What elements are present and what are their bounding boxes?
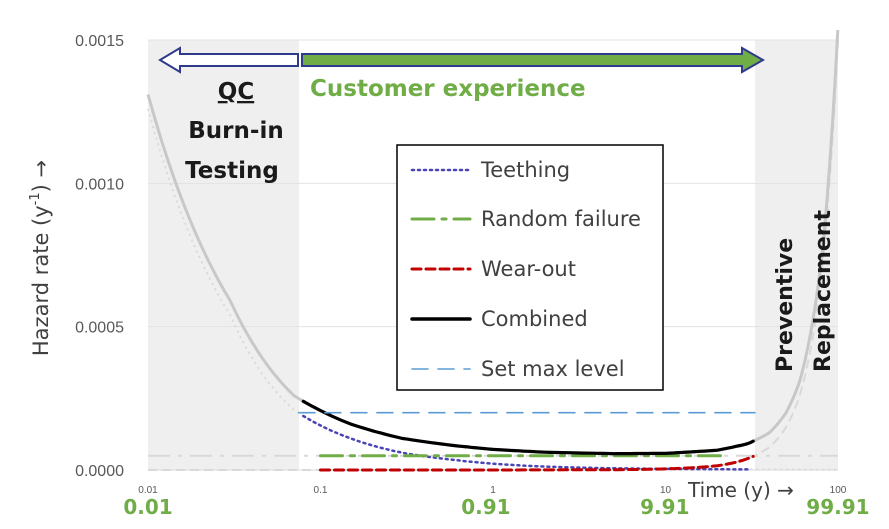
series-teething	[302, 414, 750, 471]
x-tick-label-3: 10	[660, 485, 672, 496]
x-tick-green-0: 0.01	[123, 495, 172, 519]
y-tick-label-3: 0.0015	[75, 33, 124, 50]
preventive-label: Preventive	[773, 238, 798, 372]
legend-label-teething: Teething	[480, 158, 570, 182]
qc-arrow	[158, 46, 299, 74]
y-tick-label-1: 0.0005	[75, 320, 124, 337]
legend: Teething Random failure Wear-out Combined Se…	[396, 144, 664, 391]
qc-label: QC	[218, 79, 254, 105]
y-tick-label-2: 0.0010	[75, 176, 124, 193]
x-tick-label-0: 0.01	[138, 485, 158, 496]
x-tick-label-4: 100	[830, 485, 847, 496]
x-axis-ticks-green: 0.01 0.91 9.91 99.91	[123, 495, 869, 519]
x-axis-ticks: 0.01 0.1 1 10 100	[138, 485, 847, 496]
x-axis-label: Time (y) →	[687, 478, 794, 502]
highlighted-series	[298, 399, 756, 472]
series-wear-out	[319, 454, 755, 472]
x-tick-label-1: 0.1	[314, 485, 328, 496]
x-tick-green-3: 99.91	[806, 495, 869, 519]
legend-label-combined: Combined	[481, 307, 588, 331]
series-combined	[301, 399, 755, 456]
y-tick-label-0: 0.0000	[75, 463, 124, 480]
y-axis-ticks: 0.0000 0.0005 0.0010 0.0015	[75, 33, 124, 480]
x-tick-green-2: 9.91	[640, 495, 689, 519]
customer-arrow	[301, 46, 766, 74]
legend-label-random-failure: Random failure	[481, 207, 641, 231]
replacement-label: Replacement	[811, 210, 836, 372]
qc-band	[148, 40, 299, 470]
y-axis-label: Hazard rate (y-1) →	[28, 160, 53, 356]
customer-experience-label: Customer experience	[310, 76, 586, 102]
x-tick-label-2: 1	[490, 485, 496, 496]
burn-in-label: Burn-in	[188, 118, 283, 144]
testing-label: Testing	[185, 158, 279, 184]
legend-label-set-max-level: Set max level	[481, 357, 625, 381]
legend-label-wear-out: Wear-out	[481, 257, 576, 281]
x-tick-green-1: 0.91	[461, 495, 510, 519]
